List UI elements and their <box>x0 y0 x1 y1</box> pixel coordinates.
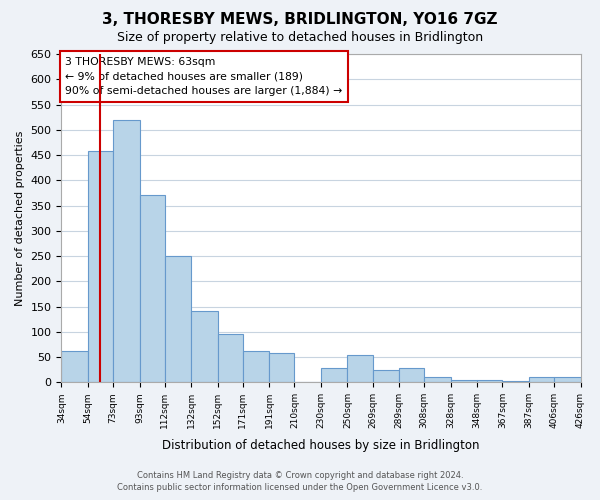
Bar <box>61 351 88 382</box>
X-axis label: Distribution of detached houses by size in Bridlington: Distribution of detached houses by size … <box>162 440 480 452</box>
Bar <box>113 120 140 382</box>
Bar <box>451 380 477 382</box>
Bar <box>424 377 451 382</box>
Bar <box>88 152 113 382</box>
Bar <box>321 368 347 382</box>
Bar <box>191 311 218 382</box>
Bar <box>399 368 424 382</box>
Bar <box>373 370 399 382</box>
Bar <box>140 196 164 382</box>
Bar <box>477 380 502 382</box>
Text: 3 THORESBY MEWS: 63sqm
← 9% of detached houses are smaller (189)
90% of semi-det: 3 THORESBY MEWS: 63sqm ← 9% of detached … <box>65 56 343 96</box>
Bar <box>269 353 295 382</box>
Bar <box>347 354 373 382</box>
Text: 3, THORESBY MEWS, BRIDLINGTON, YO16 7GZ: 3, THORESBY MEWS, BRIDLINGTON, YO16 7GZ <box>102 12 498 28</box>
Bar <box>529 377 554 382</box>
Bar <box>243 351 269 382</box>
Text: Size of property relative to detached houses in Bridlington: Size of property relative to detached ho… <box>117 31 483 44</box>
Bar <box>554 377 581 382</box>
Bar <box>164 256 191 382</box>
Text: Contains HM Land Registry data © Crown copyright and database right 2024.
Contai: Contains HM Land Registry data © Crown c… <box>118 471 482 492</box>
Bar <box>218 334 243 382</box>
Y-axis label: Number of detached properties: Number of detached properties <box>15 130 25 306</box>
